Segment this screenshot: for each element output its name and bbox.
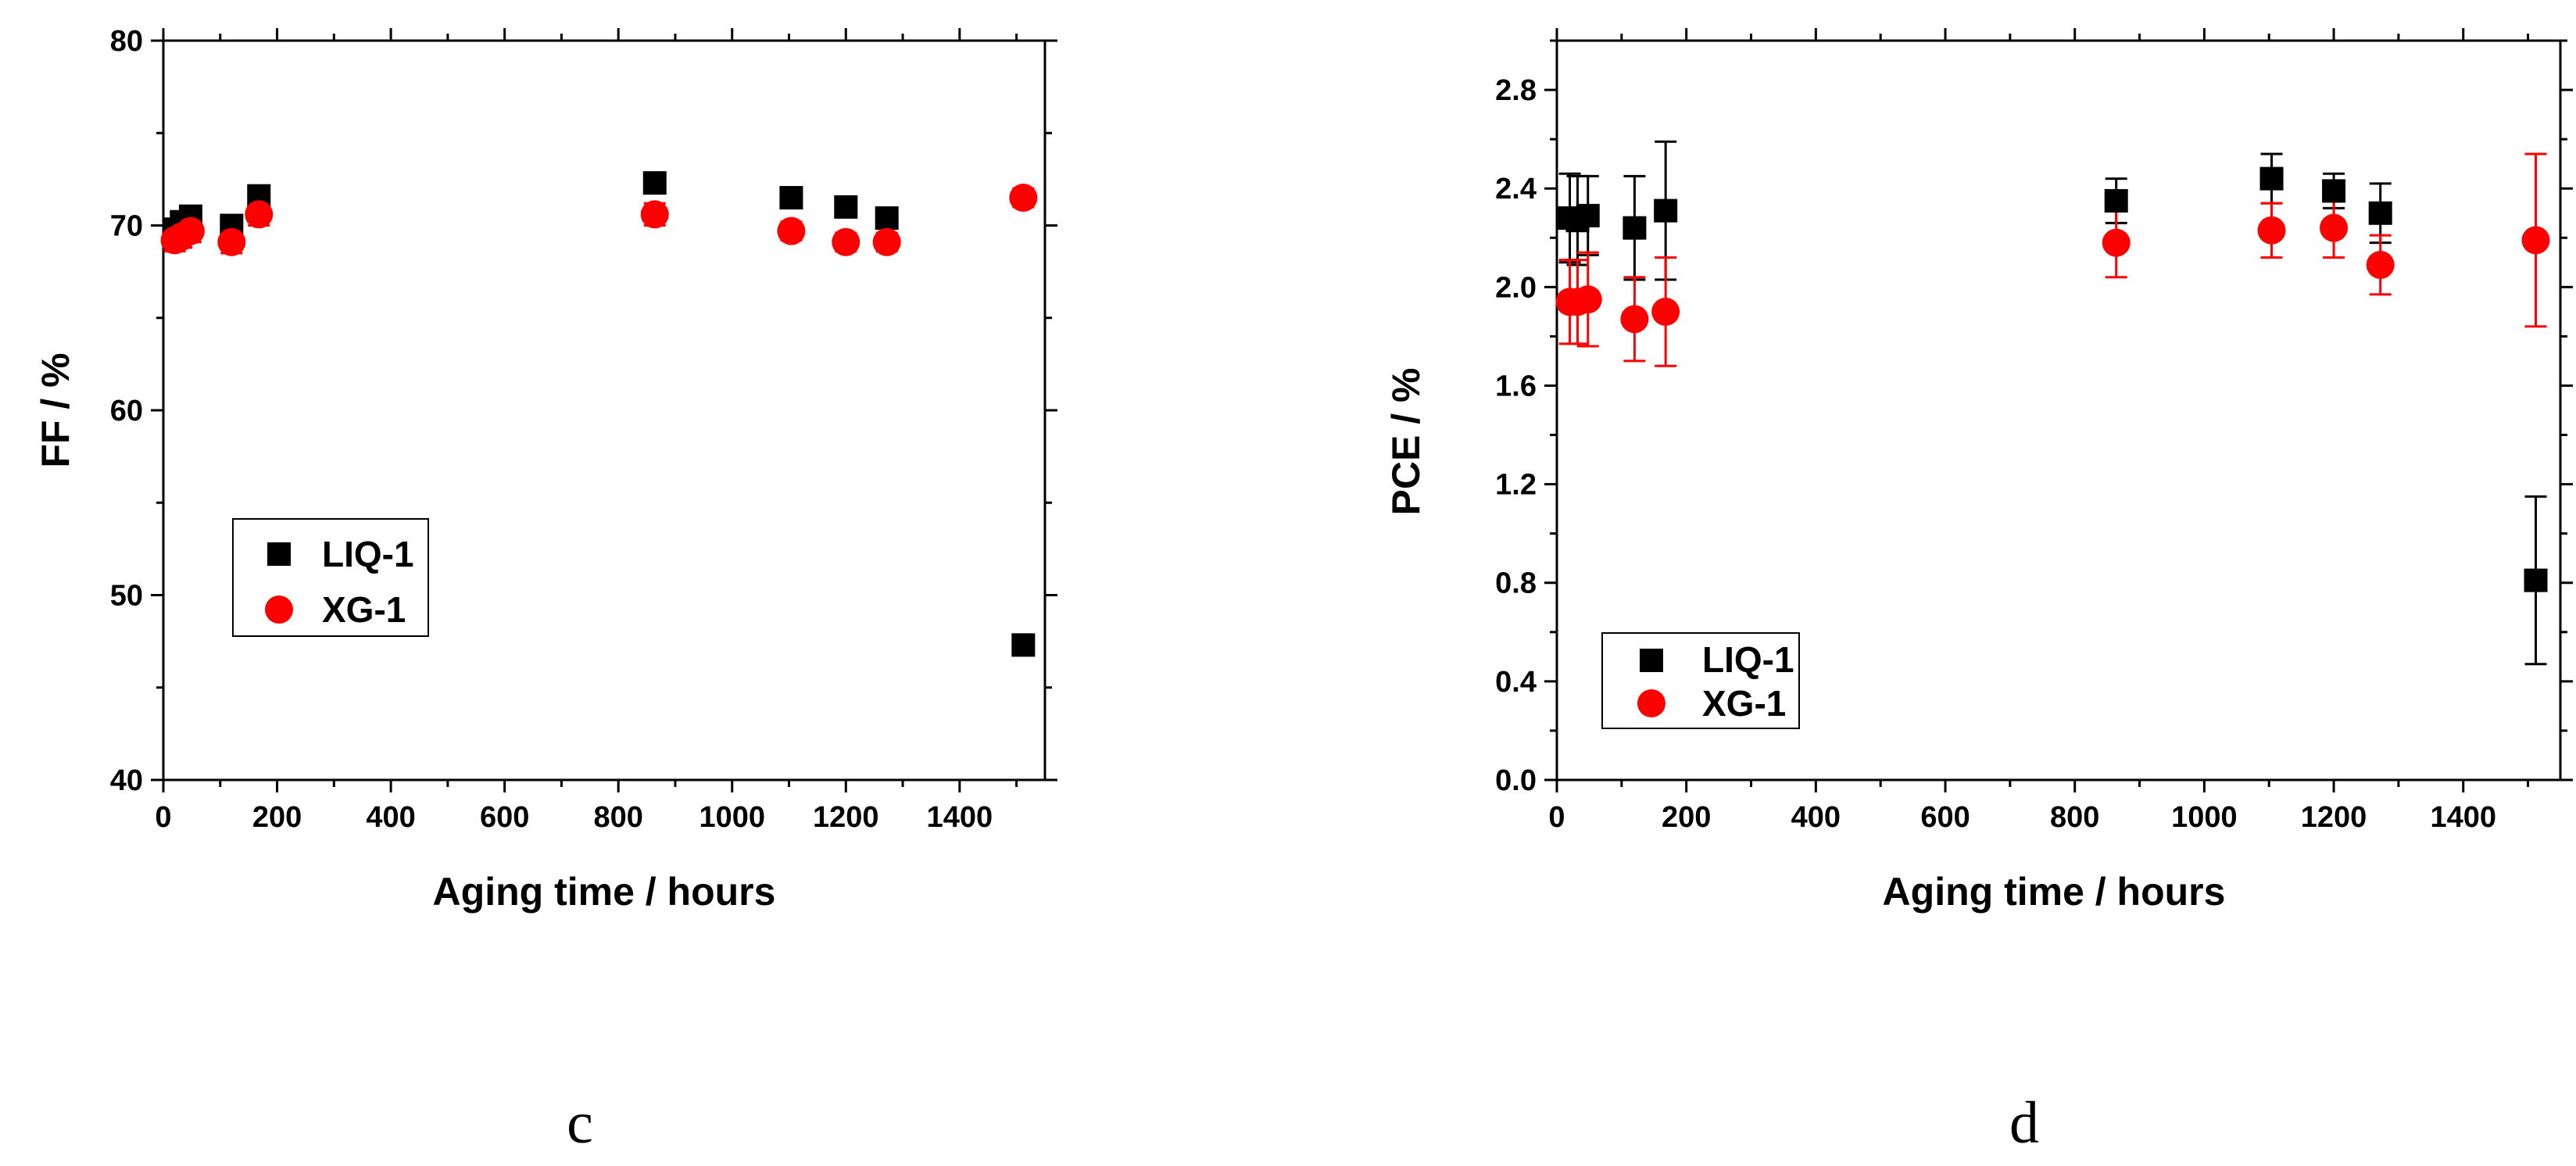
point-xg-1: [1009, 184, 1038, 213]
x-tick-label: 400: [1791, 801, 1841, 834]
point-xg-1: [245, 200, 274, 229]
point-xg-1: [1620, 305, 1649, 334]
x-axis-title: Aging time / hours: [1883, 870, 2226, 914]
x-tick-labels: 0 200 400 600 800 1000 1200 1400: [1548, 801, 2496, 834]
point-xg-1: [832, 227, 860, 256]
x-tick-labels: 0 200 400 600 800 1000 1200 1400: [155, 801, 993, 834]
point-liq-1: [779, 186, 803, 210]
legend-marker-liq-1: [1640, 649, 1663, 672]
point-xg-1: [2366, 250, 2395, 279]
point-xg-1: [176, 216, 205, 245]
x-axis-title: Aging time / hours: [433, 870, 776, 914]
plot-frame: [1555, 39, 2562, 782]
point-xg-1: [640, 200, 669, 229]
panel-c: 0 200 400 600 800 1000 1200 1400 40 50 60 70 80 Agi…: [34, 25, 1057, 1156]
x-tick-label: 1200: [2301, 801, 2367, 834]
point-xg-1: [2320, 213, 2349, 242]
axis-ticks: [151, 28, 1057, 792]
point-liq-1: [1623, 216, 1647, 240]
point-liq-1: [2259, 166, 2284, 191]
legend-marker-xg-1: [265, 596, 293, 624]
x-tick-label: 1400: [2430, 801, 2496, 834]
point-xg-1: [2102, 228, 2131, 257]
point-liq-1: [1654, 199, 1678, 223]
legend-box: [1601, 632, 1800, 729]
legend-marker-xg-1: [1637, 689, 1665, 717]
data-points: [1555, 166, 2550, 592]
legend-label-xg-1: XG-1: [1702, 683, 1786, 724]
point-liq-1: [875, 206, 899, 231]
y-tick-label: 0.4: [1495, 666, 1537, 699]
x-tick-label: 200: [252, 801, 302, 834]
y-tick-labels: 0.0 0.4 0.8 1.2 1.6 2.0 2.4 2.8: [1495, 74, 1537, 797]
legend: LIQ-1 XG-1: [1601, 632, 1800, 729]
y-tick-label: 60: [110, 395, 143, 427]
x-tick-label: 800: [593, 801, 642, 834]
y-tick-label: 1.6: [1495, 370, 1537, 402]
y-tick-label: 40: [110, 764, 143, 797]
point-xg-1: [1651, 297, 1680, 326]
x-tick-label: 1000: [2171, 801, 2238, 834]
axis-ticks: [1544, 28, 2573, 792]
y-tick-label: 1.2: [1495, 469, 1537, 502]
y-tick-label: 0.8: [1495, 567, 1537, 600]
point-liq-1: [2322, 179, 2346, 203]
y-axis-title: PCE / %: [1384, 368, 1428, 516]
point-xg-1: [2257, 216, 2286, 245]
y-tick-label: 2.8: [1495, 74, 1537, 107]
y-tick-label: 2.4: [1495, 173, 1537, 206]
point-xg-1: [217, 227, 246, 256]
y-tick-label: 80: [110, 25, 143, 58]
x-tick-label: 600: [1920, 801, 1970, 834]
y-axis-title: FF / %: [34, 352, 77, 467]
panel-d: 0 200 400 600 800 1000 1200 1400 0.0 0.4 0.8 1.2 1.…: [1384, 28, 2573, 1156]
panel-label-c: c: [567, 1090, 593, 1156]
legend: LIQ-1 XG-1: [232, 518, 429, 637]
plot-frame: [162, 39, 1046, 782]
legend-label-liq-1: LIQ-1: [1702, 639, 1794, 680]
y-tick-label: 50: [110, 580, 143, 613]
point-xg-1: [872, 227, 901, 256]
x-tick-label: 0: [1548, 801, 1565, 834]
point-liq-1: [2104, 188, 2128, 213]
point-liq-1: [1576, 203, 1600, 227]
y-tick-label: 70: [110, 210, 143, 243]
x-tick-label: 1400: [927, 801, 993, 834]
x-tick-label: 400: [366, 801, 415, 834]
legend-label-liq-1: LIQ-1: [322, 534, 414, 574]
y-tick-label: 0.0: [1495, 764, 1537, 797]
x-tick-label: 600: [480, 801, 529, 834]
point-liq-1: [2368, 201, 2392, 225]
panel-label-d: d: [2009, 1090, 2039, 1156]
point-xg-1: [2521, 226, 2550, 255]
y-tick-labels: 40 50 60 70 80: [110, 25, 143, 797]
point-xg-1: [1573, 285, 1602, 314]
x-tick-label: 200: [1662, 801, 1711, 834]
y-tick-label: 2.0: [1495, 271, 1537, 304]
x-tick-label: 800: [2050, 801, 2099, 834]
x-tick-label: 1200: [813, 801, 879, 834]
data-points: [160, 171, 1038, 657]
error-bars: [1558, 140, 2547, 666]
point-xg-1: [777, 216, 806, 245]
point-liq-1: [642, 171, 667, 195]
x-tick-label: 1000: [699, 801, 765, 834]
legend-marker-liq-1: [267, 542, 291, 566]
point-liq-1: [1011, 633, 1036, 657]
point-liq-1: [2524, 568, 2548, 592]
legend-label-xg-1: XG-1: [322, 589, 406, 630]
legend-box: [232, 518, 429, 637]
x-tick-label: 0: [155, 801, 171, 834]
point-liq-1: [834, 195, 858, 219]
